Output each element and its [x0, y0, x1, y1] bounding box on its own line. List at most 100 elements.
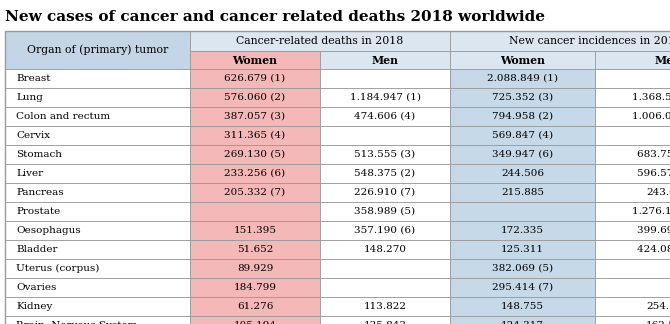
Text: 215.885: 215.885: [501, 188, 544, 197]
Text: 148.270: 148.270: [364, 245, 407, 254]
Text: 1.276.106 (2): 1.276.106 (2): [632, 207, 670, 216]
Bar: [5, 31, 190, 69]
Bar: [450, 240, 595, 259]
Bar: [190, 126, 320, 145]
Bar: [595, 259, 670, 278]
Bar: [5, 278, 190, 297]
Text: 243.033: 243.033: [646, 188, 670, 197]
Bar: [190, 107, 320, 126]
Text: Prostate: Prostate: [16, 207, 60, 216]
Text: 184.799: 184.799: [234, 283, 277, 292]
Text: 548.375 (2): 548.375 (2): [354, 169, 415, 178]
Bar: [450, 164, 595, 183]
Bar: [5, 126, 190, 145]
Text: Colon and rectum: Colon and rectum: [16, 112, 111, 121]
Bar: [320, 107, 450, 126]
Text: 134.317: 134.317: [501, 321, 544, 324]
Bar: [595, 278, 670, 297]
Text: 125.311: 125.311: [501, 245, 544, 254]
Bar: [595, 69, 670, 88]
Bar: [190, 297, 320, 316]
Bar: [320, 69, 450, 88]
Bar: [5, 240, 190, 259]
Bar: [190, 145, 320, 164]
Text: Pancreas: Pancreas: [16, 188, 64, 197]
Bar: [320, 259, 450, 278]
Bar: [5, 183, 190, 202]
Bar: [190, 164, 320, 183]
Bar: [450, 126, 595, 145]
Text: 89.929: 89.929: [237, 264, 273, 273]
Text: 424.082 (6): 424.082 (6): [637, 245, 670, 254]
Text: 357.190 (6): 357.190 (6): [354, 226, 415, 235]
Bar: [320, 183, 450, 202]
Text: Oesophagus: Oesophagus: [16, 226, 80, 235]
Text: 162.534: 162.534: [646, 321, 670, 324]
Bar: [5, 88, 190, 107]
Bar: [5, 297, 190, 316]
Text: Cancer-related deaths in 2018: Cancer-related deaths in 2018: [237, 36, 403, 46]
Text: 1.184.947 (1): 1.184.947 (1): [350, 93, 421, 102]
Text: 576.060 (2): 576.060 (2): [224, 93, 285, 102]
Text: Liver: Liver: [16, 169, 44, 178]
Text: 148.755: 148.755: [501, 302, 544, 311]
Text: 1.006.019 (3): 1.006.019 (3): [632, 112, 670, 121]
Text: 135.843: 135.843: [364, 321, 407, 324]
Bar: [190, 69, 320, 88]
Bar: [595, 297, 670, 316]
Bar: [5, 164, 190, 183]
Text: 596.574 (5): 596.574 (5): [637, 169, 670, 178]
Text: 794.958 (2): 794.958 (2): [492, 112, 553, 121]
Text: 399.699 (7): 399.699 (7): [637, 226, 670, 235]
Bar: [320, 145, 450, 164]
Text: 1.368.524 (1): 1.368.524 (1): [632, 93, 670, 102]
Text: 311.365 (4): 311.365 (4): [224, 131, 285, 140]
Bar: [450, 31, 670, 51]
Bar: [5, 221, 190, 240]
Text: 358.989 (5): 358.989 (5): [354, 207, 415, 216]
Bar: [190, 202, 320, 221]
Text: 683.754 (4): 683.754 (4): [637, 150, 670, 159]
Bar: [5, 316, 190, 324]
Bar: [5, 107, 190, 126]
Bar: [450, 278, 595, 297]
Bar: [595, 88, 670, 107]
Bar: [450, 202, 595, 221]
Text: 474.606 (4): 474.606 (4): [354, 112, 415, 121]
Bar: [5, 259, 190, 278]
Text: Uterus (corpus): Uterus (corpus): [16, 264, 99, 273]
Text: 226.910 (7): 226.910 (7): [354, 188, 415, 197]
Text: 2.088.849 (1): 2.088.849 (1): [487, 74, 558, 83]
Text: 295.414 (7): 295.414 (7): [492, 283, 553, 292]
Bar: [450, 88, 595, 107]
Bar: [595, 51, 670, 69]
Text: New cancer incidences in 2018: New cancer incidences in 2018: [509, 36, 670, 46]
Text: Women: Women: [232, 54, 277, 65]
Text: 113.822: 113.822: [364, 302, 407, 311]
Bar: [595, 145, 670, 164]
Text: 172.335: 172.335: [501, 226, 544, 235]
Bar: [320, 51, 450, 69]
Bar: [190, 278, 320, 297]
Bar: [595, 202, 670, 221]
Text: 51.652: 51.652: [237, 245, 273, 254]
Bar: [190, 31, 450, 51]
Text: New cases of cancer and cancer related deaths 2018 worldwide: New cases of cancer and cancer related d…: [5, 10, 545, 24]
Bar: [320, 297, 450, 316]
Text: 387.057 (3): 387.057 (3): [224, 112, 285, 121]
Bar: [320, 316, 450, 324]
Bar: [320, 221, 450, 240]
Bar: [595, 183, 670, 202]
Bar: [595, 221, 670, 240]
Text: 382.069 (5): 382.069 (5): [492, 264, 553, 273]
Text: Lung: Lung: [16, 93, 43, 102]
Bar: [450, 297, 595, 316]
Text: Kidney: Kidney: [16, 302, 52, 311]
Text: Women: Women: [500, 54, 545, 65]
Text: 105.194: 105.194: [234, 321, 277, 324]
Bar: [190, 259, 320, 278]
Text: 254.507: 254.507: [646, 302, 670, 311]
Text: 205.332 (7): 205.332 (7): [224, 188, 285, 197]
Text: 513.555 (3): 513.555 (3): [354, 150, 415, 159]
Bar: [190, 51, 320, 69]
